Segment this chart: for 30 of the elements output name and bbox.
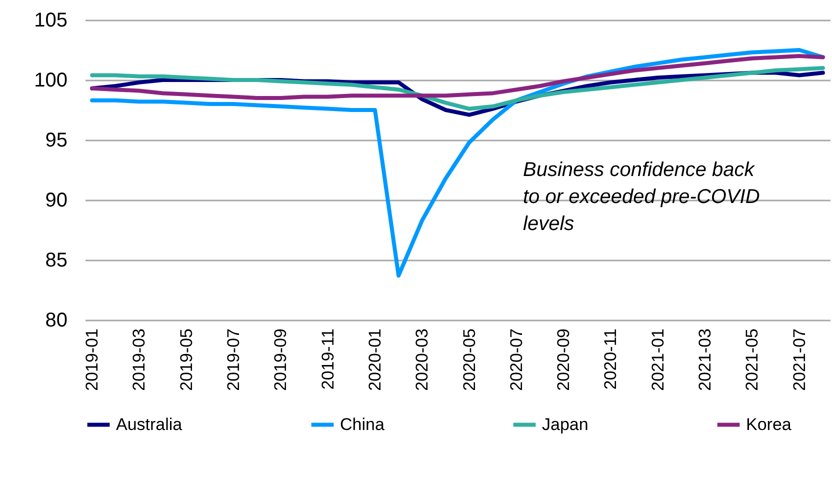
x-tick-label: 2021-07 [790, 328, 809, 391]
x-tick-label: 2020-03 [412, 328, 432, 391]
x-tick-label: 2019-05 [176, 328, 196, 391]
x-tick-label: 2021-05 [742, 328, 762, 391]
x-tick-label: 2020-01 [365, 328, 384, 391]
legend-label: Japan [542, 414, 588, 434]
x-tick-label: 2020-07 [506, 328, 526, 391]
x-tick-label: 2019-03 [130, 328, 149, 391]
x-tick-label: 2019-01 [82, 328, 102, 391]
x-tick-label: 2019-09 [271, 328, 290, 391]
x-tick-label: 2021-03 [696, 328, 715, 391]
x-tick-label: 2020-05 [460, 328, 479, 391]
y-tick-label: 105 [34, 10, 68, 32]
x-tick-label: 2020-11 [601, 328, 620, 390]
legend-label: China [340, 414, 385, 434]
x-tick-label: 2021-01 [648, 328, 668, 391]
legend-label: Australia [116, 414, 183, 434]
line-series [90, 48, 825, 278]
y-tick-label: 95 [45, 130, 68, 152]
x-tick-label: 2020-09 [554, 328, 574, 391]
y-tick-label: 100 [34, 70, 68, 92]
legend-label: Korea [746, 414, 792, 434]
line-series [90, 54, 825, 100]
annotation: Business confidence back to or exceeded pre-COVID levels [523, 159, 760, 235]
y-tick-label: 90 [45, 190, 68, 212]
line-series [90, 66, 825, 111]
y-tick-label: 80 [45, 310, 68, 332]
x-tick-label: 2019-11 [318, 328, 338, 390]
y-tick-label: 85 [45, 250, 68, 272]
x-tick-label: 2019-07 [224, 328, 244, 391]
